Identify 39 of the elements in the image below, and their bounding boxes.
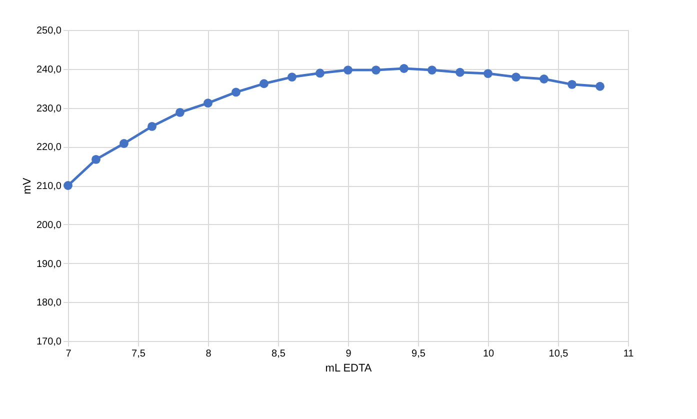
x-tick-label: 8: [206, 348, 212, 360]
point: [540, 74, 548, 84]
point: [456, 68, 464, 77]
x-tick-label: 8,5: [272, 348, 286, 360]
point: [260, 79, 268, 88]
x-tick-label: 9: [346, 348, 352, 360]
point: [596, 82, 604, 91]
y-tick-label: 220,0: [36, 142, 62, 154]
y-axis-title: mV: [21, 177, 34, 194]
y-tick-label: 250,0: [36, 26, 62, 36]
x-tick-label: 10,5: [548, 348, 569, 360]
point: [316, 68, 324, 78]
point: [120, 139, 128, 148]
y-tick-label: 240,0: [36, 64, 62, 76]
point: [176, 108, 184, 117]
x-axis-title: mL EDTA: [325, 362, 372, 374]
x-tick-label: 11: [623, 348, 634, 360]
point: [288, 72, 296, 82]
y-tick-label: 230,0: [36, 103, 62, 114]
x-tick-label: 9,5: [412, 348, 426, 360]
point: [92, 154, 100, 164]
point: [400, 64, 408, 73]
point: [372, 66, 380, 75]
point: [232, 88, 240, 97]
x-tick-label: 7: [66, 348, 72, 360]
y-tick-label: 210,0: [36, 181, 62, 192]
point: [484, 69, 492, 78]
point: [568, 80, 576, 89]
point: [344, 66, 352, 75]
x-tick-label: 10: [482, 348, 494, 360]
point: [512, 72, 520, 82]
point: [204, 98, 212, 108]
point: [428, 66, 436, 75]
y-tick-label: 180,0: [36, 298, 62, 309]
x-tick-label: 7,5: [132, 348, 146, 360]
y-tick-label: 200,0: [36, 220, 62, 231]
point: [148, 122, 156, 131]
y-tick-label: 190,0: [36, 258, 62, 270]
y-tick-label: 170,0: [36, 336, 62, 348]
